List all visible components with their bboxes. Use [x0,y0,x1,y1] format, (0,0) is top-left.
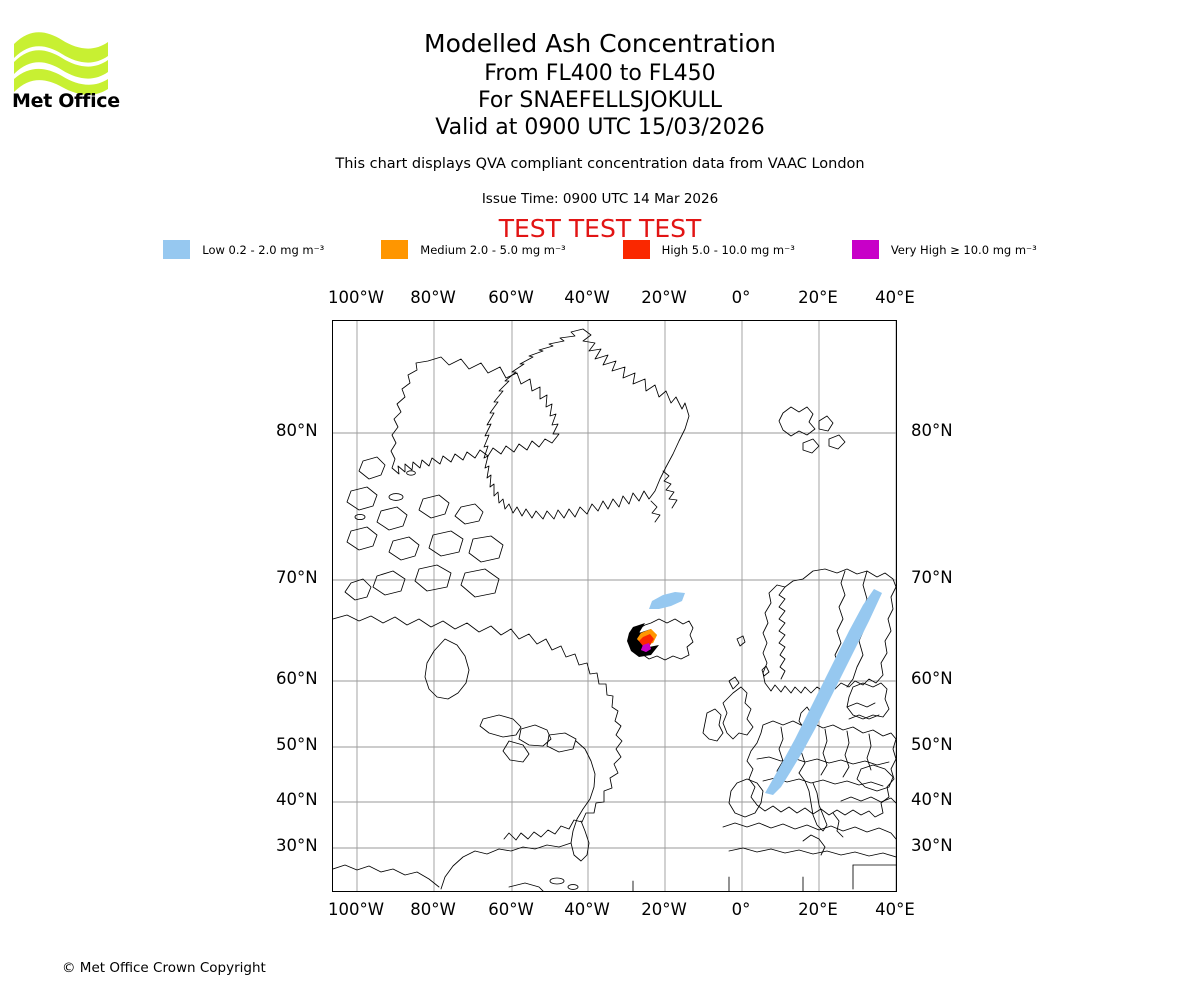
lat-tick-right-60: 60°N [911,669,953,688]
met-office-logo-text: Met Office [12,90,120,112]
lon-tick-top--100: 100°W [327,288,385,307]
lat-tick-right-70: 70°N [911,568,953,587]
lat-tick-right-80: 80°N [911,421,953,440]
lon-tick-top-0: 0° [731,288,751,307]
legend-label-low: Low 0.2 - 2.0 mg m⁻³ [202,242,325,257]
title-line-4: Valid at 0900 UTC 15/03/2026 [435,115,765,140]
lat-tick-right-50: 50°N [911,735,953,754]
legend-label-very-high: Very High ≥ 10.0 mg m⁻³ [890,242,1037,257]
lon-tick-top--40: 40°W [564,288,610,307]
title-line-3: For SNAEFELLSJOKULL [477,88,723,113]
lat-tick-left-50: 50°N [276,735,318,754]
iceland-source-core-veryhigh-top [641,643,651,652]
scandinavia-baltic-band [765,589,882,795]
legend-swatch-medium [381,240,409,259]
issue-time: Issue Time: 0900 UTC 14 Mar 2026 [481,191,719,207]
lon-tick-top--20: 20°W [641,288,687,307]
legend-swatch-low [163,240,191,259]
legend-item-medium: Medium 2.0 - 5.0 mg m⁻³ [381,240,566,259]
test-banner: TEST TEST TEST [498,214,702,243]
chart-subtitle: This chart displays QVA compliant concen… [335,156,865,172]
page-title: Modelled Ash Concentration From FL400 to… [0,28,1200,141]
lon-tick-bottom-0: 0° [731,900,751,919]
legend-swatch-high [622,240,650,259]
lon-tick-bottom-40: 40°E [875,900,915,919]
lat-tick-left-60: 60°N [276,669,318,688]
ash-concentration-map[interactable] [332,320,897,892]
title-line-2: From FL400 to FL450 [484,61,716,86]
legend-item-high: High 5.0 - 10.0 mg m⁻³ [622,240,795,259]
lon-tick-top--60: 60°W [488,288,534,307]
lat-tick-left-80: 80°N [276,421,318,440]
lon-tick-bottom--40: 40°W [564,900,610,919]
legend-swatch-very-high [851,240,879,259]
concentration-legend: Low 0.2 - 2.0 mg m⁻³ Medium 2.0 - 5.0 mg… [0,240,1200,259]
lon-tick-bottom--80: 80°W [410,900,456,919]
lat-tick-left-40: 40°N [276,790,318,809]
lon-tick-bottom--60: 60°W [488,900,534,919]
lon-tick-bottom--100: 100°W [327,900,385,919]
iceland-source-core-high-top [639,634,654,646]
lon-tick-bottom--20: 20°W [641,900,687,919]
lon-tick-top-40: 40°E [875,288,915,307]
lon-tick-top-20: 20°E [798,288,838,307]
legend-item-very-high: Very High ≥ 10.0 mg m⁻³ [851,240,1037,259]
lat-tick-right-40: 40°N [911,790,953,809]
legend-label-medium: Medium 2.0 - 5.0 mg m⁻³ [420,242,566,257]
legend-label-high: High 5.0 - 10.0 mg m⁻³ [661,242,795,257]
iceland-source-plume [649,592,685,609]
lat-tick-left-70: 70°N [276,568,318,587]
lon-tick-bottom-20: 20°E [798,900,838,919]
met-office-logo [12,22,132,117]
title-line-1: Modelled Ash Concentration [424,29,776,58]
lat-tick-left-30: 30°N [276,836,318,855]
lat-tick-right-30: 30°N [911,836,953,855]
lon-tick-top--80: 80°W [410,288,456,307]
legend-item-low: Low 0.2 - 2.0 mg m⁻³ [163,240,324,259]
copyright-footer: © Met Office Crown Copyright [62,960,266,976]
